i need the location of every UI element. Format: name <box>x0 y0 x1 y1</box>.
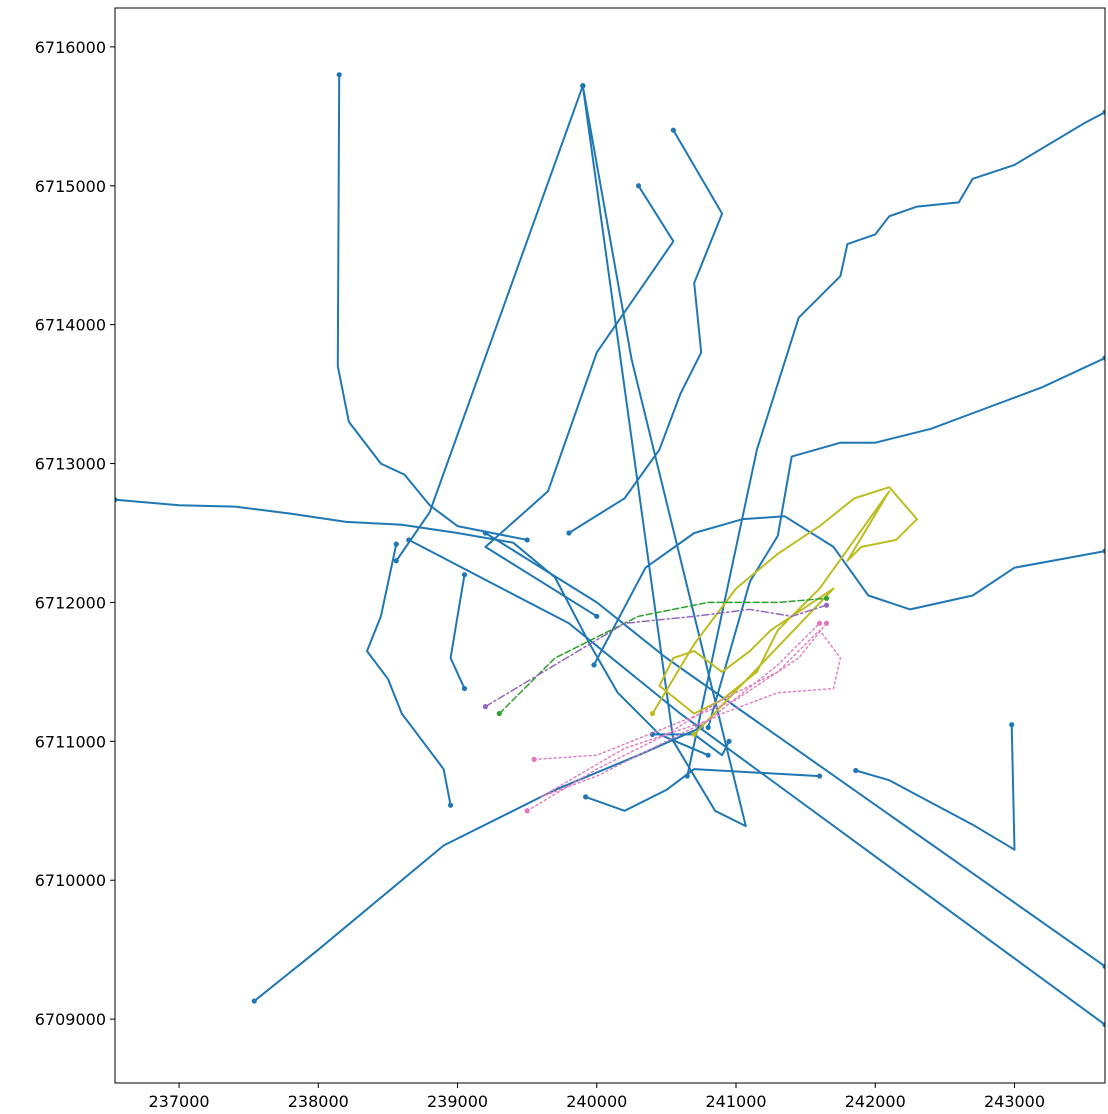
y-tick-label: 6711000 <box>35 732 106 751</box>
track-start-marker <box>591 662 597 668</box>
track-end-marker <box>447 802 454 808</box>
x-tick-label: 239000 <box>427 1092 488 1111</box>
x-tick-label: 238000 <box>288 1092 349 1111</box>
track-end-marker <box>1102 109 1105 115</box>
track-layer <box>115 72 1105 1028</box>
track-start-marker <box>482 704 488 710</box>
track-end-marker <box>393 558 399 564</box>
track-line <box>253 726 703 1003</box>
track-end-marker <box>1102 1022 1105 1028</box>
track-end-marker <box>1102 355 1105 361</box>
track-start-marker <box>336 72 342 78</box>
track-line <box>336 73 529 541</box>
track-end-marker <box>823 602 830 608</box>
x-tick-label: 242000 <box>845 1092 906 1111</box>
track-end-marker <box>1102 548 1105 554</box>
series-3 <box>482 602 830 710</box>
track-end-marker <box>823 620 830 626</box>
track-end-marker <box>816 620 823 626</box>
y-tick-label: 6713000 <box>35 455 106 474</box>
track-line <box>533 622 828 761</box>
track-start-marker <box>649 710 656 717</box>
track-line <box>484 604 828 708</box>
track-start-marker <box>684 773 690 779</box>
track-line <box>407 538 1105 1026</box>
track-start-marker <box>705 724 711 731</box>
track-start-marker <box>583 794 589 800</box>
track-line <box>567 129 724 534</box>
x-tick-label: 240000 <box>566 1092 627 1111</box>
series-2 <box>496 595 830 717</box>
track-line <box>449 573 466 690</box>
track-end-marker <box>580 83 586 89</box>
track-end-marker <box>594 613 600 619</box>
y-tick-label: 6716000 <box>35 38 106 57</box>
track-start-marker <box>566 530 572 536</box>
track-end-marker <box>691 731 697 737</box>
track-line <box>395 84 584 562</box>
track-start-marker <box>393 541 399 547</box>
track-end-marker <box>524 537 530 543</box>
plot-frame <box>114 7 1106 1084</box>
track-start-marker <box>482 530 488 536</box>
series-1 <box>649 486 918 737</box>
track-line <box>115 498 710 757</box>
track-end-marker <box>823 595 830 601</box>
track-end-marker <box>1102 963 1105 969</box>
y-tick-label: 6714000 <box>35 316 106 335</box>
x-tick-label: 237000 <box>149 1092 210 1111</box>
track-start-marker <box>461 572 468 578</box>
track-line <box>484 532 1105 968</box>
y-tick-label: 6710000 <box>35 871 106 890</box>
track-line <box>526 622 842 812</box>
x-tick-label: 241000 <box>705 1092 766 1111</box>
track-line <box>651 733 731 757</box>
track-end-marker <box>726 738 732 744</box>
track-end-marker <box>461 685 468 692</box>
track-start-marker <box>496 710 502 717</box>
track-line <box>593 515 1105 666</box>
y-tick-label: 6712000 <box>35 593 106 612</box>
track-end-marker <box>670 127 676 133</box>
track-end-marker <box>705 752 711 758</box>
track-line <box>366 543 452 807</box>
track-end-marker <box>816 773 823 779</box>
track-start-marker <box>251 998 257 1004</box>
track-line <box>651 486 918 736</box>
track-line <box>707 357 1105 729</box>
track-start-marker <box>853 767 859 774</box>
series-0 <box>115 72 1105 1028</box>
series-4 <box>524 620 842 814</box>
y-axis: 6709000 6710000 6711000 6712000 6713000 67140… <box>35 38 115 1029</box>
track-line <box>584 768 821 812</box>
track-line <box>484 184 675 618</box>
track-line <box>854 723 1016 851</box>
x-tick-label: 243000 <box>984 1092 1045 1111</box>
track-start-marker <box>115 497 118 503</box>
track-start-marker <box>531 756 537 762</box>
track-line <box>498 597 828 715</box>
track-end-marker <box>1009 722 1015 728</box>
y-tick-label: 6709000 <box>35 1010 106 1029</box>
y-tick-label: 6715000 <box>35 177 106 196</box>
x-axis: 237000 238000 239000 240000 241000 242000 2430… <box>149 1083 1045 1111</box>
track-start-marker <box>635 183 642 189</box>
track-line <box>686 111 1105 778</box>
track-start-marker <box>524 808 530 814</box>
track-start-marker <box>406 537 412 543</box>
